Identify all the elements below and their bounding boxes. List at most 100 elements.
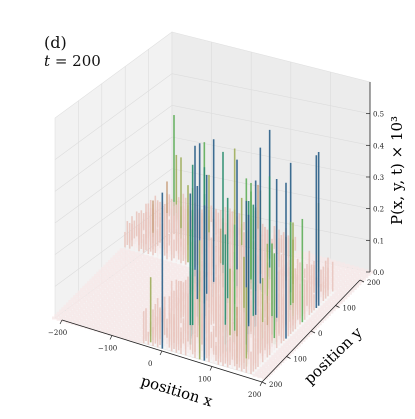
surface-cell: [283, 349, 289, 353]
surface-cell: [129, 281, 135, 285]
surface-cell: [164, 294, 170, 298]
surface-cell: [143, 279, 149, 283]
surface-cell: [124, 279, 131, 283]
surface-cell: [117, 329, 124, 333]
surface-cell: [138, 326, 145, 330]
surface-cell: [66, 314, 72, 318]
surface-cell: [68, 306, 75, 310]
surface-cell: [327, 280, 334, 284]
surface-cell: [103, 300, 110, 304]
surface-cell: [115, 277, 121, 281]
surface-cell: [129, 287, 135, 291]
surface-cell: [329, 296, 336, 300]
surface-cell: [145, 312, 152, 316]
surface-cell: [327, 298, 334, 302]
surface-cell: [161, 278, 168, 282]
surface-cell: [70, 297, 77, 301]
surface-cell: [299, 332, 306, 336]
surface-cell: [101, 321, 107, 325]
surface-cell: [126, 313, 133, 317]
surface-cell: [318, 265, 324, 269]
surface-cell: [304, 255, 310, 259]
surface-cell: [112, 261, 119, 265]
surface-cell: [308, 329, 315, 333]
surface-cell: [287, 338, 294, 342]
surface-cell: [101, 297, 107, 301]
surface-cell: [140, 305, 147, 309]
grid-line: [171, 105, 371, 146]
surface-cell: [336, 282, 343, 286]
surface-cell: [112, 267, 119, 271]
surface-cell: [304, 322, 310, 326]
surface-cell: [115, 295, 121, 299]
surface-cell: [124, 322, 131, 326]
surface-cell: [143, 303, 149, 307]
surface-cell: [124, 261, 131, 265]
surface-cell: [52, 316, 58, 320]
surface-cell: [140, 299, 147, 303]
surface-cell: [101, 273, 107, 277]
surface-cell: [131, 284, 138, 288]
surface-cell: [110, 293, 117, 297]
surface-cell: [136, 292, 142, 296]
surface-cell: [164, 306, 170, 310]
surface-cell: [334, 285, 341, 289]
surface-cell: [138, 271, 145, 275]
surface-cell: [262, 364, 268, 368]
surface-cell: [339, 268, 345, 272]
surface-cell: [110, 324, 117, 328]
surface-cell: [63, 304, 70, 308]
surface-cell: [105, 262, 112, 266]
surface-cell: [126, 301, 133, 305]
surface-cell: [180, 265, 187, 269]
surface-cell: [98, 293, 105, 297]
surface-cell: [87, 323, 93, 327]
surface-cell: [318, 259, 324, 263]
time-label: t = 200: [44, 52, 101, 70]
surface-cell: [348, 277, 355, 281]
grid-line: [54, 168, 173, 255]
surface-cell: [339, 274, 345, 278]
surface-cell: [350, 280, 357, 284]
surface-cell: [94, 316, 100, 320]
surface-cell: [119, 278, 126, 282]
surface-cell: [80, 324, 86, 328]
surface-cell: [166, 279, 173, 283]
surface-cell: [152, 269, 159, 273]
surface-cell: [103, 331, 110, 335]
surface-cell: [126, 319, 133, 323]
surface-cell: [138, 259, 145, 263]
surface-cell: [131, 321, 138, 325]
surface-cell: [94, 292, 100, 296]
surface-cell: [133, 252, 140, 256]
surface-cell: [175, 264, 182, 268]
surface-cell: [164, 288, 170, 292]
surface-cell: [131, 260, 138, 264]
surface-cell: [320, 257, 327, 261]
surface-cell: [131, 266, 138, 270]
surface-cell: [119, 284, 126, 288]
surface-cell: [110, 275, 117, 279]
surface-cell: [143, 272, 149, 276]
surface-cell: [103, 319, 110, 323]
surface-cell: [325, 306, 331, 310]
surface-cell: [87, 317, 93, 321]
surface-cell: [87, 287, 93, 291]
surface-cell: [292, 333, 299, 337]
surface-cell: [70, 309, 77, 313]
surface-cell: [150, 284, 156, 288]
surface-cell: [108, 290, 114, 294]
surface-cell: [157, 258, 163, 262]
surface-cell: [353, 284, 359, 288]
surface-cell: [112, 321, 119, 325]
surface-cell: [343, 294, 350, 298]
surface-cell: [308, 323, 315, 327]
surface-cell: [124, 297, 131, 301]
surface-cell: [166, 291, 173, 295]
grid-line: [54, 136, 173, 224]
surface-cell: [145, 288, 152, 292]
surface-cell: [94, 304, 100, 308]
surface-cell: [341, 266, 348, 270]
surface-cell: [73, 295, 79, 299]
